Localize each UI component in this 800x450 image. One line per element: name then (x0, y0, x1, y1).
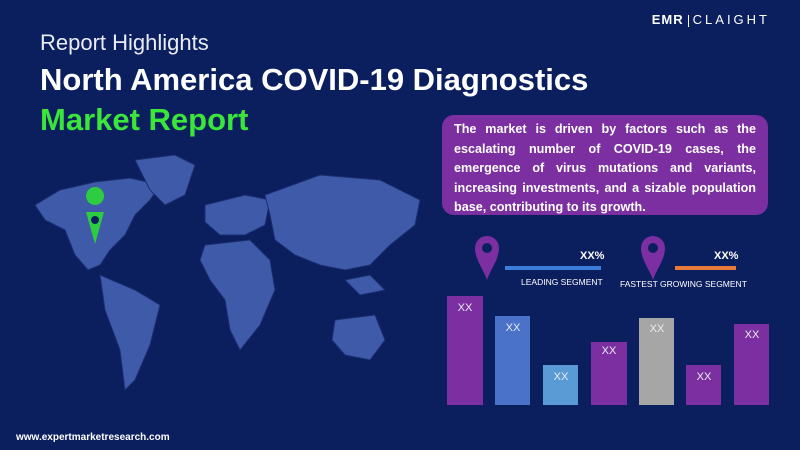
summary-box: The market is driven by factors such as … (442, 115, 768, 215)
bar-label: XX (744, 329, 760, 341)
title-highlight: Market Report (40, 102, 249, 137)
segment-label: LEADING SEGMENT (521, 277, 603, 287)
bar (591, 342, 627, 405)
bar-label: XX (601, 345, 617, 357)
segment-value: XX% (580, 250, 605, 262)
segment-value: XX% (714, 250, 739, 262)
segment-line (505, 266, 601, 270)
map-pin-dot (91, 216, 99, 224)
bar (686, 365, 721, 405)
segment-line (675, 266, 736, 270)
bar (543, 365, 578, 405)
logo-left: EMR (651, 12, 684, 27)
footer-url: www.expertmarketresearch.com (16, 432, 170, 443)
map-pin (86, 187, 105, 244)
bar (495, 316, 530, 405)
world-map (34, 154, 421, 392)
bars (447, 296, 769, 405)
bar (639, 318, 674, 405)
bar (734, 324, 769, 405)
bar-label: XX (505, 322, 521, 334)
subtitle: Report Highlights (40, 30, 209, 55)
bar (447, 296, 483, 405)
segment-pins (475, 236, 665, 280)
segment-label: FASTEST GROWING SEGMENT (620, 279, 747, 289)
bar-label: XX (553, 371, 569, 383)
pin-dot (648, 243, 658, 253)
bar-label: XX (649, 323, 665, 335)
logo: EMR CLAIGHT (652, 12, 770, 27)
title: North America COVID-19 Diagnostics (40, 62, 589, 97)
logo-right: CLAIGHT (692, 12, 770, 27)
bar-label: XX (457, 302, 473, 314)
bar-label: XX (696, 371, 712, 383)
pin-dot (482, 243, 492, 253)
